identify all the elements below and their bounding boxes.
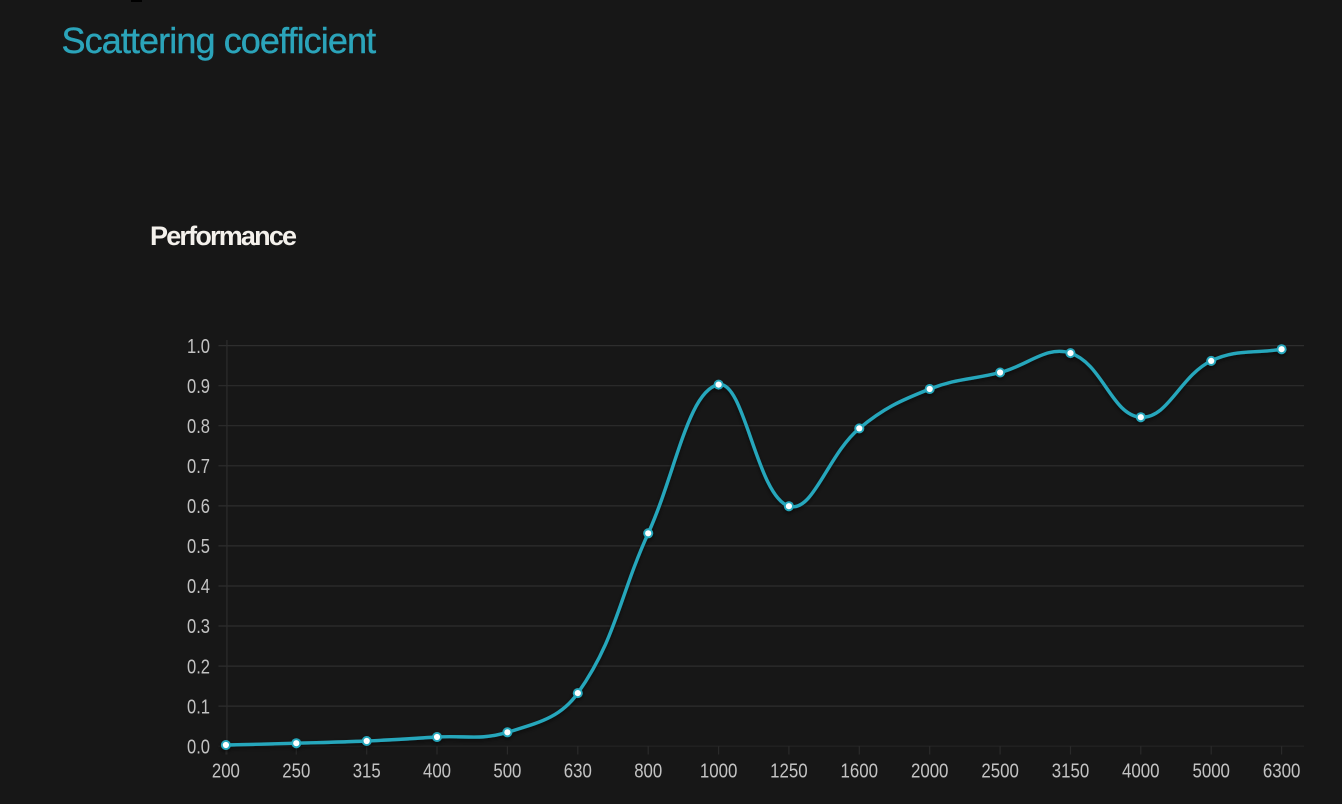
svg-text:0.6: 0.6 [187, 495, 210, 518]
svg-text:400: 400 [423, 759, 451, 782]
svg-text:6300: 6300 [1263, 759, 1301, 782]
svg-text:0.4: 0.4 [187, 575, 210, 598]
svg-text:1600: 1600 [841, 759, 879, 782]
svg-text:315: 315 [353, 759, 381, 782]
svg-text:250: 250 [282, 759, 310, 782]
svg-text:0.2: 0.2 [187, 655, 210, 678]
svg-text:0.0: 0.0 [187, 735, 210, 758]
svg-text:0.8: 0.8 [187, 415, 210, 438]
svg-text:500: 500 [493, 759, 521, 782]
svg-text:0.1: 0.1 [187, 695, 210, 718]
svg-text:2500: 2500 [981, 759, 1019, 782]
svg-text:2000: 2000 [911, 759, 949, 782]
svg-text:630: 630 [564, 759, 592, 782]
svg-text:0.9: 0.9 [187, 375, 210, 398]
svg-text:0.3: 0.3 [187, 615, 210, 638]
svg-text:1.0: 1.0 [187, 335, 210, 358]
svg-text:4000: 4000 [1122, 759, 1160, 782]
svg-text:5000: 5000 [1192, 759, 1230, 782]
svg-text:800: 800 [634, 759, 662, 782]
svg-text:3150: 3150 [1052, 759, 1090, 782]
svg-text:200: 200 [212, 759, 240, 782]
svg-text:1250: 1250 [770, 759, 808, 782]
svg-text:1000: 1000 [700, 759, 738, 782]
svg-text:0.7: 0.7 [187, 455, 210, 478]
svg-text:0.5: 0.5 [187, 535, 210, 558]
